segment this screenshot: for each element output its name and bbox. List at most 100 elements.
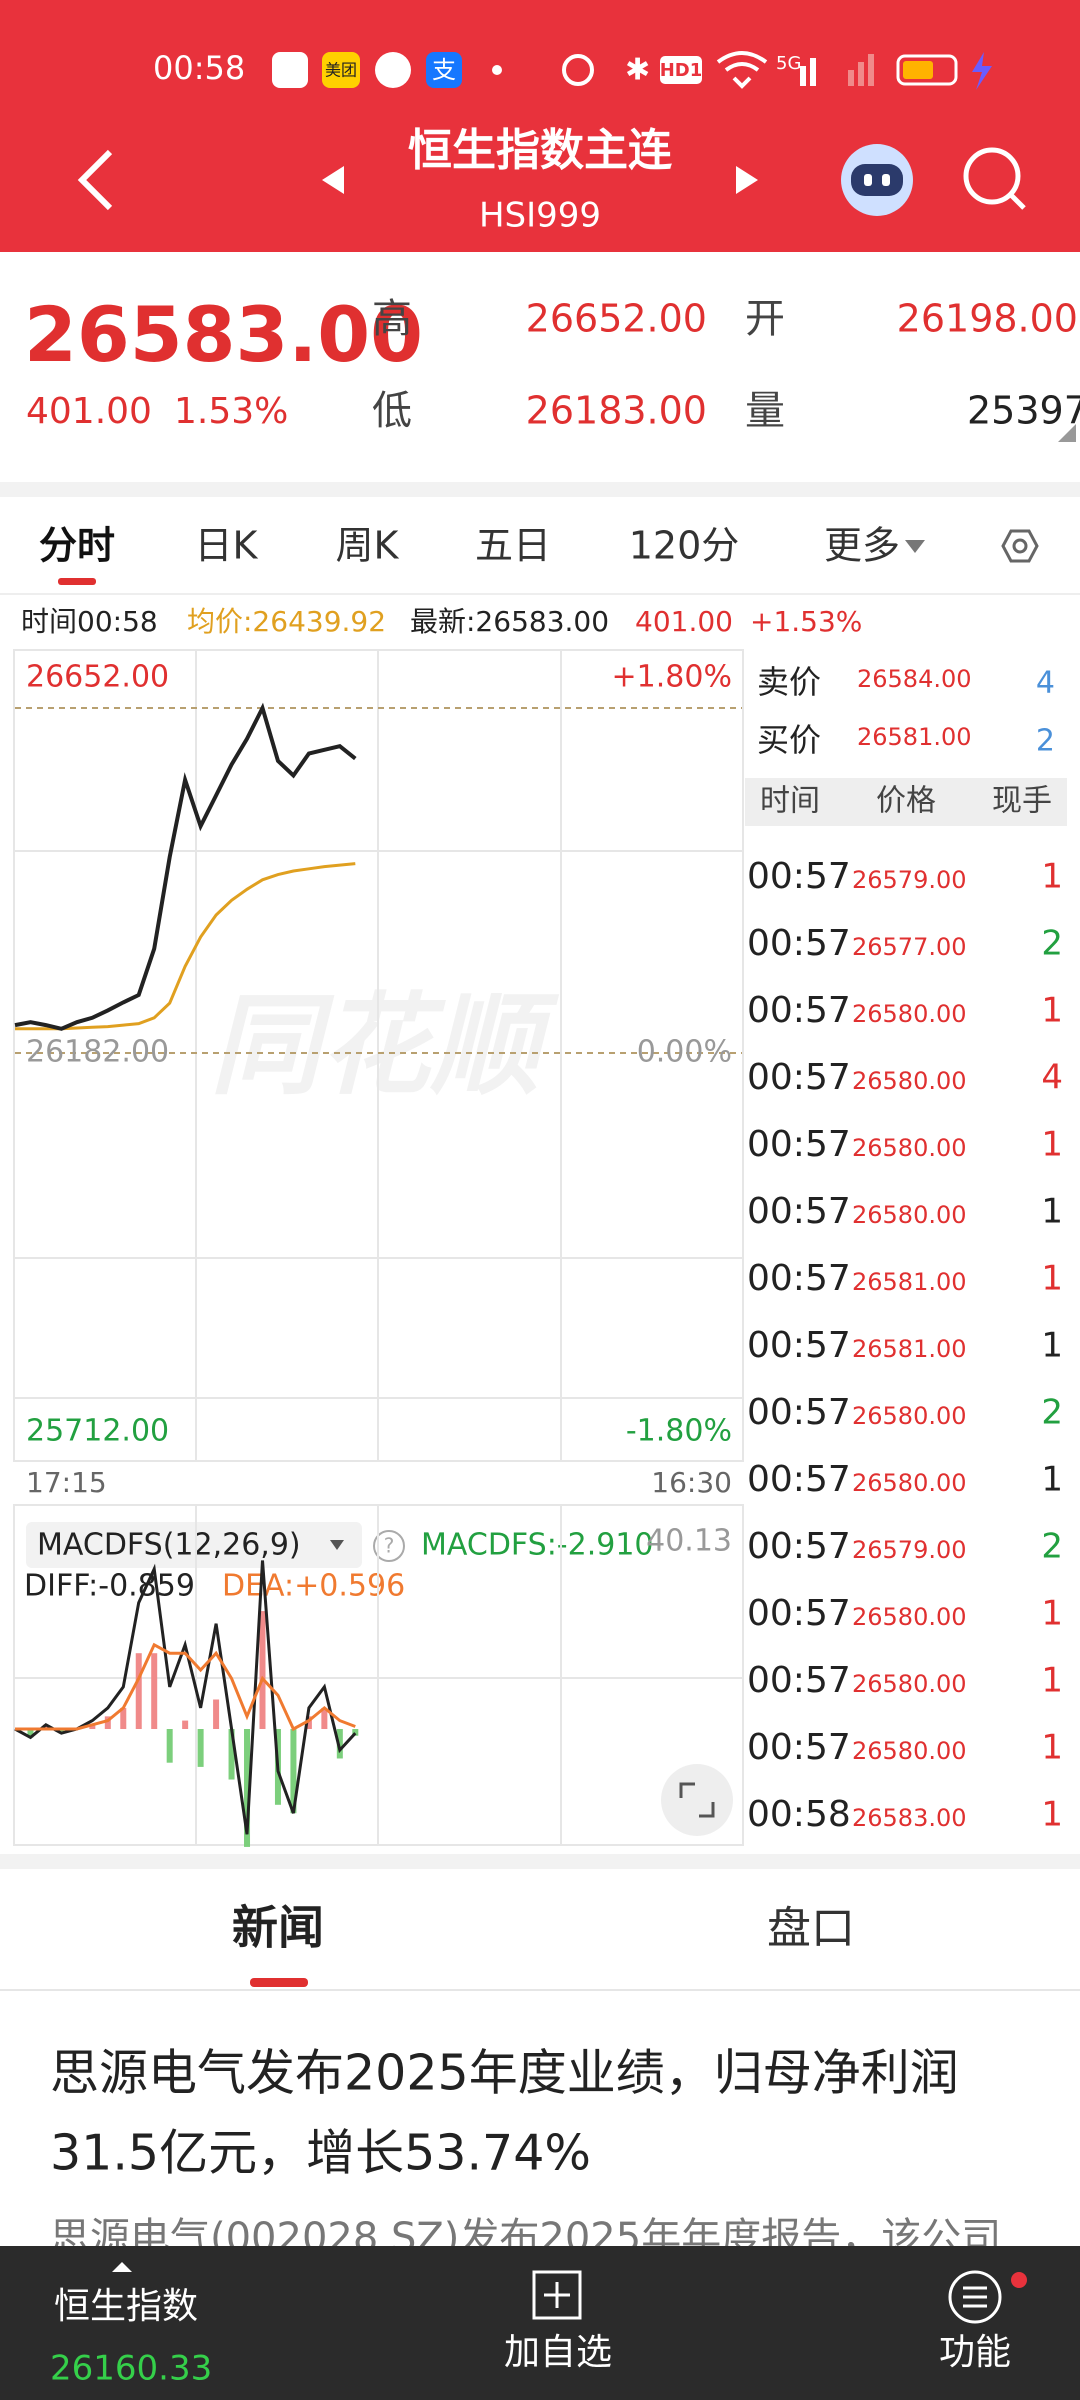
- dea-value: DEA:+0.596: [222, 1569, 405, 1604]
- back-button[interactable]: [77, 149, 113, 211]
- charging-icon: [972, 52, 992, 90]
- y2-tick-label: +1.80%: [612, 660, 732, 695]
- headline[interactable]: 31.5亿元，增长53.74%: [50, 2125, 591, 2182]
- trade-time: 00:57: [747, 1124, 851, 1165]
- macd-bar: [135, 1653, 142, 1729]
- trade-volume: 1: [1041, 1795, 1063, 1835]
- index-name[interactable]: 恒生指数: [54, 2286, 198, 2327]
- macd-bar: [228, 1729, 235, 1780]
- macd-bar: [290, 1729, 297, 1814]
- trade-time: 00:57: [747, 1660, 851, 1701]
- help-icon-glyph: ?: [384, 1534, 395, 1558]
- menu-button[interactable]: 功能: [939, 2332, 1011, 2373]
- app-icon-label: 美团: [325, 61, 357, 80]
- signal-bar: [868, 54, 874, 86]
- news-tab-underline: [250, 1978, 308, 1987]
- series-line: [14, 702, 357, 1031]
- tab[interactable]: 周K: [336, 524, 400, 568]
- signal-bar: [810, 58, 816, 86]
- macd-bar: [213, 1699, 220, 1729]
- help-icon[interactable]: [373, 1530, 405, 1562]
- app-icon: [426, 52, 462, 88]
- separator: [0, 1854, 1080, 1869]
- bid-price: 26581.00: [857, 723, 972, 751]
- y-tick-label: 40.13: [646, 1524, 732, 1559]
- news-tab[interactable]: 新闻: [232, 1901, 324, 1955]
- tab[interactable]: 日K: [195, 524, 259, 568]
- tab[interactable]: 120分: [629, 524, 740, 568]
- app-icon: [272, 52, 308, 88]
- trade-volume: 1: [1041, 1728, 1063, 1768]
- title: 恒生指数主连: [408, 125, 672, 176]
- label: 开: [745, 296, 785, 342]
- trade-price: 26580.00: [852, 1201, 967, 1229]
- macd-bar: [58, 1729, 65, 1734]
- macd-value: MACDFS:-2.910: [421, 1528, 654, 1563]
- ask-volume: 4: [1036, 666, 1055, 701]
- macd-bar: [151, 1653, 158, 1729]
- code: HSI999: [479, 196, 601, 236]
- menu-icon: [963, 2286, 987, 2308]
- trade-time: 00:57: [747, 1526, 851, 1567]
- macd-selector[interactable]: [26, 1522, 362, 1568]
- trade-price: 26583.00: [852, 1804, 967, 1832]
- macd-bar: [89, 1724, 96, 1729]
- macd-bar: [259, 1611, 266, 1729]
- trade-volume: 1: [1041, 1125, 1063, 1165]
- trade-price: 26577.00: [852, 933, 967, 961]
- trade-volume: 4: [1041, 1058, 1063, 1098]
- label: 高: [372, 296, 412, 342]
- news-tab[interactable]: 盘口: [767, 1903, 855, 1954]
- wifi-icon: [716, 51, 768, 89]
- app-icon: [375, 52, 411, 88]
- dropdown-arrow: [905, 540, 925, 553]
- trade-time: 00:57: [747, 990, 851, 1031]
- volume: 25397: [967, 389, 1080, 433]
- corner-mark: [1058, 424, 1076, 442]
- tab[interactable]: 更多: [824, 524, 900, 568]
- robot-face: [851, 164, 903, 196]
- info-change: 401.00: [635, 605, 733, 638]
- robot-button[interactable]: [841, 144, 913, 216]
- prev-button[interactable]: [322, 166, 344, 194]
- trade-price: 26581.00: [852, 1335, 967, 1363]
- separator: [0, 482, 1080, 497]
- add-button[interactable]: 加自选: [504, 2332, 612, 2373]
- trade-time: 00:57: [747, 1593, 851, 1634]
- index-value: 26160.33: [50, 2349, 212, 2389]
- app-icon-label: 支: [432, 56, 456, 84]
- tab[interactable]: 五日: [475, 524, 551, 568]
- change: 401.00: [26, 391, 152, 432]
- macd-bar: [197, 1729, 204, 1767]
- high: 26652.00: [526, 297, 707, 341]
- trade-time: 00:57: [747, 1258, 851, 1299]
- headline[interactable]: 思源电气发布2025年度业绩，归母净利润: [50, 2045, 959, 2102]
- bid-label: 买价: [757, 721, 821, 759]
- badge: [1011, 2272, 1027, 2288]
- macd-bar: [336, 1729, 343, 1759]
- trade-time: 00:57: [747, 1057, 851, 1098]
- info-time: 时间00:58: [21, 605, 158, 638]
- macd-bar: [120, 1707, 127, 1729]
- open: 26198.00: [897, 297, 1078, 341]
- macd-line: [15, 1642, 356, 1732]
- macd-bar: [27, 1729, 34, 1738]
- trade-volume: 1: [1041, 991, 1063, 1031]
- robot-eye: [864, 174, 872, 186]
- low: 26183.00: [526, 389, 707, 433]
- next-button[interactable]: [736, 166, 758, 194]
- y2-tick-label: 0.00%: [637, 1035, 732, 1070]
- search-button[interactable]: [963, 147, 1026, 210]
- add-icon: [532, 2270, 582, 2320]
- expand-button[interactable]: [661, 1764, 733, 1836]
- series-line: [15, 862, 356, 1031]
- signal-bar: [848, 70, 854, 86]
- robot-eye: [882, 174, 890, 186]
- settings-button[interactable]: [1001, 529, 1039, 563]
- trade-time: 00:57: [747, 1191, 851, 1232]
- trades-header-bg: [745, 778, 1067, 826]
- trade-price: 26580.00: [852, 1469, 967, 1497]
- tab[interactable]: 分时: [39, 524, 115, 568]
- battery-level: [903, 61, 933, 79]
